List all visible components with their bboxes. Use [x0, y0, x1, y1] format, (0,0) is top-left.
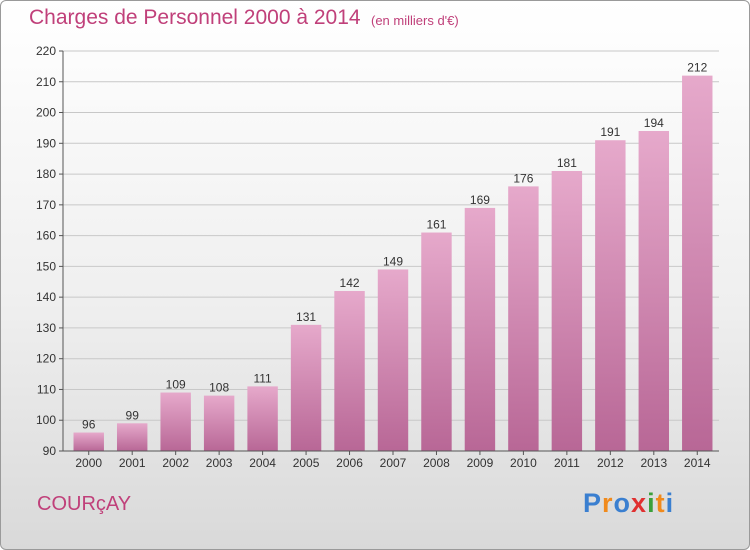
x-tick-label-2005: 2005 — [293, 456, 320, 470]
x-tick-label-2009: 2009 — [467, 456, 494, 470]
logo-letter: i — [665, 488, 675, 518]
y-tick-label: 180 — [36, 167, 56, 181]
data-label-2013: 194 — [644, 116, 664, 130]
commune-name: COURçAY — [37, 493, 132, 515]
bar-2010 — [508, 186, 539, 451]
data-label-2003: 108 — [209, 381, 229, 395]
data-label-2012: 191 — [600, 125, 620, 139]
x-tick-label-2006: 2006 — [336, 456, 363, 470]
data-label-2006: 142 — [340, 276, 360, 290]
bar-2012 — [595, 140, 626, 451]
x-tick-label-2004: 2004 — [249, 456, 276, 470]
data-label-2014: 212 — [687, 61, 707, 75]
x-tick-label-2008: 2008 — [423, 456, 450, 470]
x-tick-label-2000: 2000 — [75, 456, 102, 470]
y-tick-label: 200 — [36, 106, 56, 120]
x-tick-label-2007: 2007 — [380, 456, 407, 470]
bar-2001 — [116, 423, 148, 451]
data-label-2008: 161 — [426, 218, 446, 232]
logo-letter: t — [655, 488, 666, 518]
bar-2002 — [160, 392, 191, 451]
bar-2006 — [334, 291, 365, 451]
data-label-2000: 96 — [82, 418, 96, 432]
bar-2013 — [638, 131, 670, 451]
bar-2011 — [551, 171, 583, 451]
x-tick-label-2012: 2012 — [597, 456, 624, 470]
bar-2008 — [421, 232, 452, 451]
y-tick-label: 130 — [36, 321, 56, 335]
x-tick-label-2014: 2014 — [684, 456, 711, 470]
bar-2007 — [377, 269, 409, 451]
chart-title: Charges de Personnel 2000 à 2014 — [29, 6, 361, 29]
data-label-2010: 176 — [513, 171, 533, 185]
y-tick-label: 150 — [36, 259, 56, 273]
y-tick-label: 160 — [36, 229, 56, 243]
x-tick-label-2002: 2002 — [162, 456, 189, 470]
logo-letter: x — [631, 488, 648, 518]
data-label-2011: 181 — [557, 156, 577, 170]
data-label-2001: 99 — [126, 408, 140, 422]
data-label-2007: 149 — [383, 254, 403, 268]
bar-2005 — [290, 324, 322, 451]
y-tick-label: 120 — [36, 352, 56, 366]
y-tick-label: 170 — [36, 198, 56, 212]
data-label-2009: 169 — [470, 193, 490, 207]
bar-2009 — [464, 207, 496, 451]
data-label-2002: 109 — [166, 378, 186, 392]
bars — [73, 75, 713, 451]
y-tick-label: 110 — [37, 382, 56, 396]
y-tick-label: 210 — [36, 75, 56, 89]
bar-2014 — [682, 75, 713, 451]
x-tick-label-2001: 2001 — [119, 456, 146, 470]
data-label-2004: 111 — [253, 371, 272, 385]
y-tick-label: 140 — [36, 290, 56, 304]
x-tick-label-2013: 2013 — [640, 456, 667, 470]
x-tick-label-2010: 2010 — [510, 456, 537, 470]
bar-2003 — [203, 395, 235, 451]
logo-letter: o — [613, 488, 632, 518]
logo-letter: i — [647, 488, 656, 518]
y-tick-label: 220 — [36, 44, 56, 58]
data-label-2005: 131 — [296, 310, 316, 324]
axes: 90 100 110 120 130 140 150 160 170 180 190 200 210 22… — [36, 44, 719, 470]
y-tick-label: 90 — [43, 444, 57, 458]
bar-2004 — [247, 386, 278, 451]
x-tick-label-2011: 2011 — [554, 456, 580, 470]
bar-2000 — [73, 432, 104, 451]
y-tick-label: 100 — [36, 413, 56, 427]
logo-letter: r — [602, 488, 614, 518]
x-tick-label-2003: 2003 — [206, 456, 233, 470]
logo-letter: P — [583, 488, 603, 518]
chart-subtitle: (en milliers d'€) — [371, 13, 459, 28]
proxiti-logo: Proxiti — [583, 488, 674, 519]
y-tick-label: 190 — [36, 136, 56, 150]
